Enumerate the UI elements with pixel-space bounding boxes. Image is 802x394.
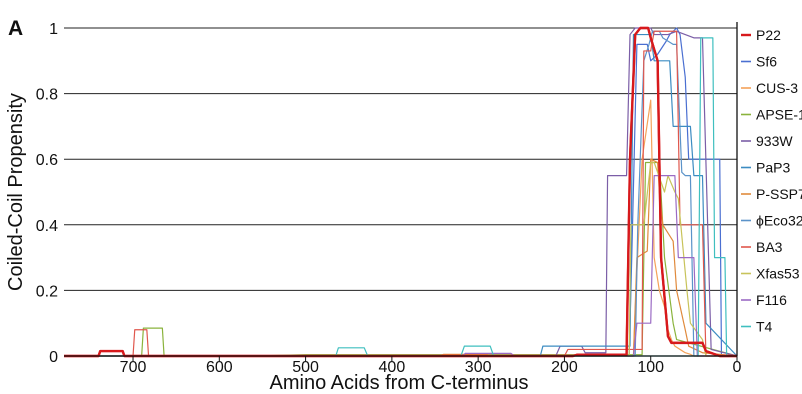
gridlines bbox=[64, 27, 737, 291]
series-line-8 bbox=[64, 30, 737, 357]
x-tick-label-2: 500 bbox=[292, 359, 319, 376]
x-tick-label-7: 0 bbox=[733, 359, 742, 376]
legend-label-6: P-SSP7 bbox=[756, 186, 802, 202]
legend-label-5: PaP3 bbox=[756, 160, 790, 176]
y-axis-label: Coiled-Coil Propensity bbox=[5, 93, 27, 291]
y-tick-labels: 0 0.2 0.4 0.6 0.8 1 bbox=[36, 21, 58, 366]
legend-label-2: CUS-3 bbox=[756, 80, 798, 96]
legend-label-4: 933W bbox=[756, 133, 793, 149]
x-tick-label-5: 200 bbox=[551, 359, 578, 376]
series-line-11 bbox=[64, 37, 737, 357]
series-line-3 bbox=[64, 161, 738, 357]
y-tick-label-2: 0.4 bbox=[36, 218, 58, 235]
x-tick-label-1: 600 bbox=[206, 359, 233, 376]
axes bbox=[64, 22, 738, 357]
series-line-5 bbox=[64, 33, 738, 357]
x-tick-label-6: 100 bbox=[637, 359, 664, 376]
legend-label-10: F116 bbox=[756, 292, 787, 308]
x-tick-label-4: 300 bbox=[465, 359, 492, 376]
legend-label-7: ϕEco32 bbox=[756, 213, 802, 229]
x-tick-label-3: 400 bbox=[379, 359, 406, 376]
panel-label: A bbox=[8, 17, 23, 40]
series-line-6 bbox=[64, 158, 738, 357]
series-line-1 bbox=[64, 27, 737, 357]
y-tick-label-1: 0.2 bbox=[36, 283, 58, 300]
legend-label-8: BA3 bbox=[756, 239, 783, 255]
y-tick-label-3: 0.6 bbox=[36, 152, 58, 169]
y-tick-label-0: 0 bbox=[49, 349, 58, 366]
x-tick-label-0: 700 bbox=[120, 359, 147, 376]
legend-label-3: APSE-1 bbox=[756, 107, 802, 123]
legend: P22 Sf6 CUS-3 APSE-1 933W PaP3 P-SSP7 ϕEco32 BA3… bbox=[741, 27, 802, 335]
legend-label-11: T4 bbox=[756, 319, 773, 335]
series-line-10 bbox=[64, 175, 737, 357]
y-tick-label-4: 0.8 bbox=[36, 87, 58, 104]
legend-label-1: Sf6 bbox=[756, 54, 777, 70]
legend-label-9: Xfas53 bbox=[756, 266, 800, 282]
x-tick-labels: 700 600 500 400 300 200 100 0 bbox=[120, 356, 742, 376]
series-lines bbox=[64, 26, 738, 358]
series-line-highlight bbox=[64, 26, 737, 358]
legend-label-0: P22 bbox=[756, 27, 781, 43]
series-line-7 bbox=[64, 30, 737, 357]
y-tick-label-5: 1 bbox=[49, 21, 58, 38]
x-axis-label: Amino Acids from C-terminus bbox=[270, 372, 529, 394]
